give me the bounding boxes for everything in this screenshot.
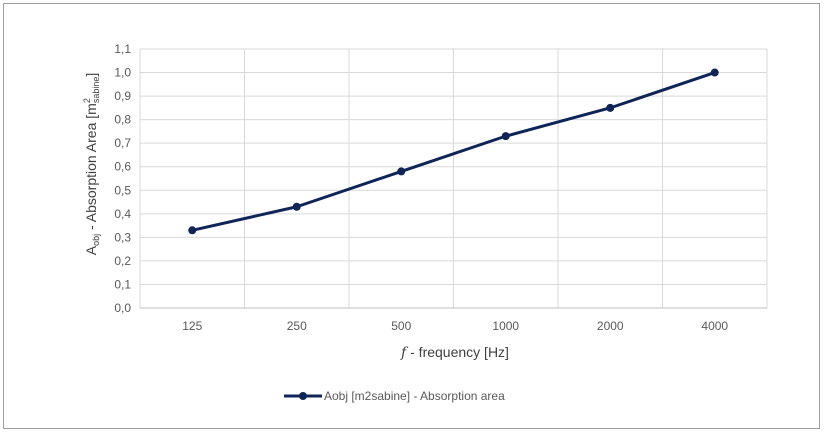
y-tick-label: 0,0 (114, 301, 131, 315)
legend-point-marker (299, 392, 307, 400)
data-point (188, 226, 197, 235)
x-tick-label: 125 (182, 319, 202, 333)
x-tick-label: 1000 (492, 319, 519, 333)
y-tick-label: 0,6 (114, 160, 131, 174)
y-tick-label: 0,9 (114, 89, 131, 103)
y-tick-label: 0,4 (114, 207, 131, 221)
data-point (710, 68, 719, 77)
y-tick-label: 1,0 (114, 66, 131, 80)
y-tick-label: 0,1 (114, 277, 131, 291)
x-axis-title: f - frequency [Hz] (400, 344, 509, 361)
y-tick-label: 0,2 (114, 254, 131, 268)
series-layer (188, 68, 719, 235)
y-tick-label: 0,8 (114, 113, 131, 127)
y-tick-label: 0,7 (114, 136, 131, 150)
chart-frame: 0,0 0,1 0,2 0,3 0,4 0,5 0,6 0,7 0,8 0,9 1,0 1,1 125 2… (3, 3, 820, 429)
series-line (191, 71, 716, 232)
x-tick-label: 500 (391, 319, 411, 333)
data-point (606, 103, 615, 112)
data-point (292, 202, 301, 211)
legend: Aobj [m2sabine] - Absorption area (284, 389, 505, 403)
grid-layer (139, 48, 768, 308)
line-chart: 0,0 0,1 0,2 0,3 0,4 0,5 0,6 0,7 0,8 0,9 1,0 1,1 125 2… (82, 42, 768, 403)
x-tick-label: 2000 (597, 319, 624, 333)
y-tick-label: 1,1 (114, 42, 131, 56)
data-point (397, 167, 406, 176)
axis-layer: 0,0 0,1 0,2 0,3 0,4 0,5 0,6 0,7 0,8 0,9 1,0 1,1 125 2… (114, 42, 767, 333)
x-tick-label: 4000 (701, 319, 728, 333)
x-tick-label: 250 (287, 319, 307, 333)
data-point (501, 132, 510, 141)
y-tick-label: 0,3 (114, 230, 131, 244)
y-tick-label: 0,5 (114, 183, 131, 197)
legend-label: Aobj [m2sabine] - Absorption area (324, 389, 505, 403)
y-axis-title: Aobj - Absorption Area [m2sabine] (82, 73, 101, 256)
